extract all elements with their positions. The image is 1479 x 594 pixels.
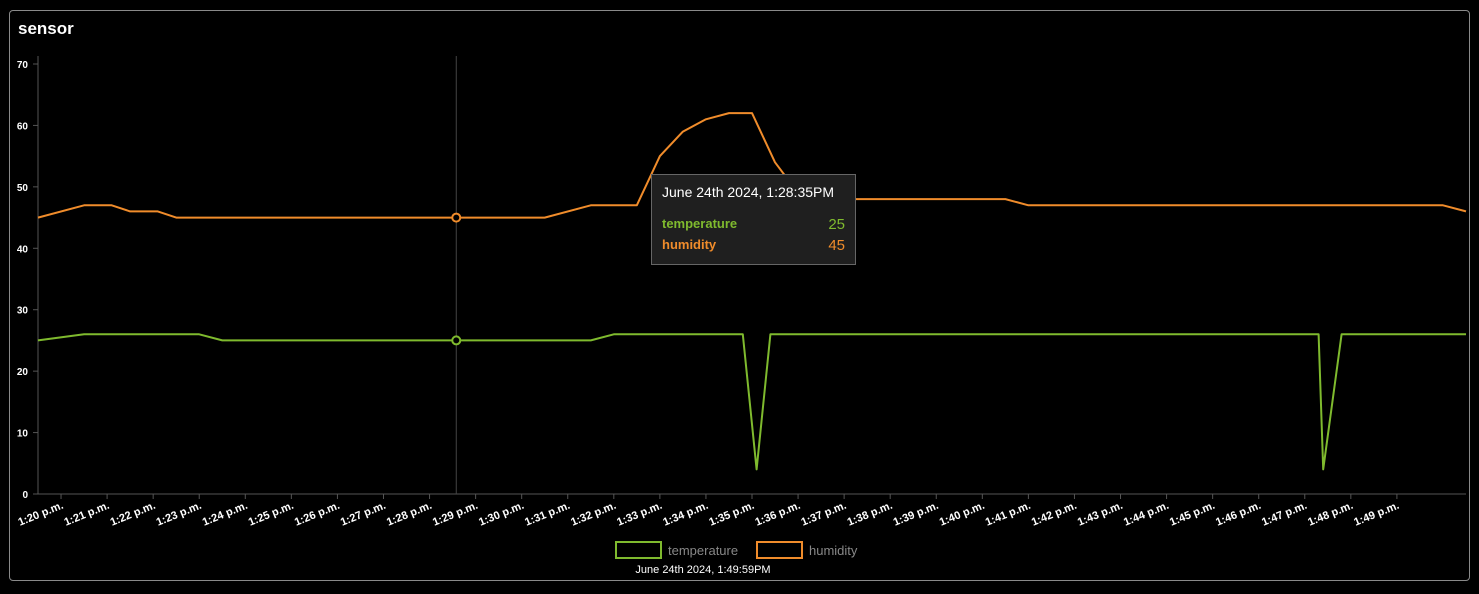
x-tick-label: 1:30 p.m. [477,500,526,529]
y-axis: 0 10 20 30 40 50 60 70 [17,56,39,501]
x-tick-label: 1:36 p.m. [753,500,802,529]
hover-point-temperature [451,335,462,346]
x-tick-label: 1:28 p.m. [385,500,434,529]
x-tick-label: 1:48 p.m. [1306,500,1355,529]
x-tick-label: 1:38 p.m. [846,500,895,529]
x-tick-label: 1:44 p.m. [1122,500,1171,529]
x-tick-label: 1:33 p.m. [615,500,664,529]
x-tick-label: 1:32 p.m. [569,500,618,529]
x-tick-label: 1:40 p.m. [938,500,987,529]
x-tick-label: 1:24 p.m. [201,500,250,529]
x-tick-label: 1:34 p.m. [661,500,710,529]
y-tick-label: 30 [17,306,29,317]
x-tick-label: 1:22 p.m. [109,500,158,529]
hover-point-humidity [451,212,462,223]
x-tick-label: 1:47 p.m. [1260,500,1309,529]
tooltip-label-temperature: temperature [662,216,738,231]
footer-timestamp: June 24th 2024, 1:49:59PM [635,564,770,576]
x-tick-label: 1:49 p.m. [1352,500,1401,529]
tooltip-value-humidity: 45 [828,237,845,254]
x-tick-label: 1:35 p.m. [707,500,756,529]
x-tick-label: 1:23 p.m. [155,500,204,529]
x-tick-label: 1:21 p.m. [63,500,112,529]
x-tick-label: 1:25 p.m. [247,500,296,529]
legend-swatch-humidity[interactable] [756,541,803,559]
x-tick-label: 1:26 p.m. [293,500,342,529]
legend[interactable]: temperature humidity [615,541,858,559]
tooltip-label-humidity: humidity [662,237,717,252]
x-tick-label: 1:45 p.m. [1168,500,1217,529]
tooltip-row-humidity: humidity 45 [662,237,845,254]
hover-tooltip: June 24th 2024, 1:28:35PM temperature 25… [651,174,856,265]
x-tick-label: 1:41 p.m. [984,500,1033,529]
x-tick-label: 1:29 p.m. [431,500,480,529]
y-tick-label: 40 [17,244,29,255]
tooltip-title: June 24th 2024, 1:28:35PM [662,184,835,200]
y-tick-label: 70 [17,60,29,71]
x-tick-label: 1:46 p.m. [1214,500,1263,529]
x-tick-label: 1:37 p.m. [800,500,849,529]
y-tick-label: 60 [17,121,29,132]
x-tick-label: 1:31 p.m. [523,500,572,529]
x-tick-label: 1:27 p.m. [339,500,388,529]
tooltip-row-temperature: temperature 25 [662,216,845,233]
legend-label-temperature[interactable]: temperature [668,543,738,558]
x-tick-label: 1:42 p.m. [1030,500,1079,529]
series-line-humidity [37,112,1467,219]
series-line-temperature [37,333,1466,471]
legend-label-humidity[interactable]: humidity [809,543,858,558]
x-tick-label: 1:39 p.m. [892,500,941,529]
x-axis: 1:20 p.m.1:21 p.m.1:22 p.m.1:23 p.m.1:24… [16,493,1466,529]
legend-swatch-temperature[interactable] [615,541,662,559]
series-layer [37,56,1467,494]
x-tick-label: 1:20 p.m. [16,500,65,529]
panel-title: sensor [18,19,74,38]
y-tick-label: 20 [17,367,29,378]
y-tick-label: 10 [17,429,29,440]
y-tick-label: 50 [17,183,29,194]
sensor-panel: sensor [9,10,1470,581]
y-tick-label: 0 [22,490,28,501]
x-tick-label: 1:43 p.m. [1076,500,1125,529]
tooltip-value-temperature: 25 [828,216,845,233]
